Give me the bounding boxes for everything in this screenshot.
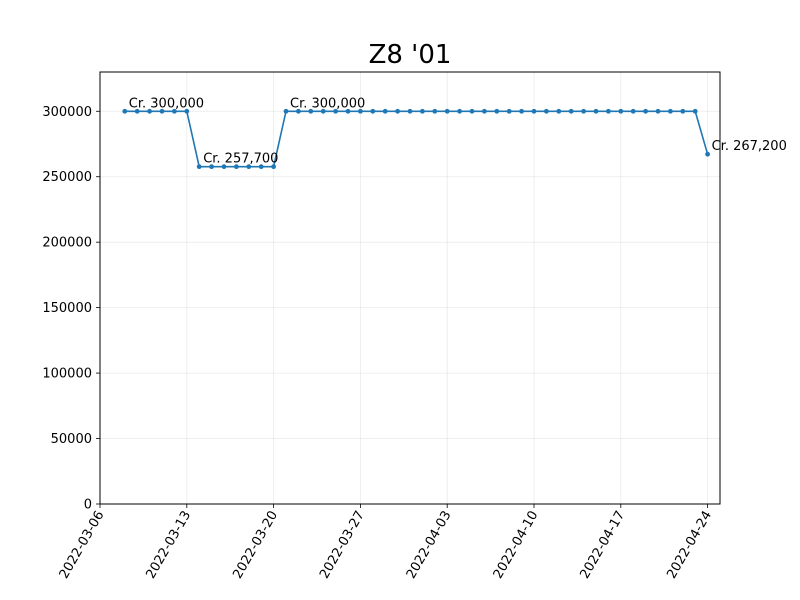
x-tick-label: 2022-04-24: [664, 509, 715, 582]
x-tick-label: 2022-04-17: [577, 509, 628, 582]
data-point: [643, 108, 648, 114]
data-point: [469, 108, 475, 114]
y-tick-label: 250000: [42, 170, 92, 185]
data-point: [370, 108, 376, 114]
y-tick-label: 0: [84, 498, 92, 513]
x-tick-label: 2022-04-03: [404, 509, 455, 582]
chart-title: Z8 '01: [369, 40, 452, 70]
x-tick-label: 2022-03-06: [57, 509, 108, 582]
data-point: [556, 108, 562, 114]
data-point: [196, 164, 202, 170]
data-point: [680, 108, 686, 114]
x-axis: 2022-03-06 2022-03-13 2022-03-20 2022-03-27…: [57, 504, 715, 581]
data-point: [655, 108, 661, 114]
data-point: [296, 108, 301, 114]
point-annotation: Cr. 300,000: [129, 96, 204, 111]
data-point: [258, 164, 264, 170]
data-point: [444, 108, 450, 114]
data-point: [308, 108, 314, 114]
y-tick-label: 50000: [51, 432, 92, 447]
data-point: [271, 164, 276, 170]
data-point: [506, 108, 512, 114]
data-point: [531, 108, 537, 114]
data-point: [420, 108, 425, 114]
data-point: [705, 151, 710, 157]
data-point: [122, 108, 128, 114]
y-axis: 0 50000 100000 150000 200000 250000 300000: [42, 105, 100, 513]
data-point: [172, 108, 177, 114]
point-annotation: Cr. 257,700: [203, 152, 278, 167]
data-point: [593, 108, 599, 114]
x-tick-label: 2022-03-20: [230, 509, 281, 582]
data-point: [320, 108, 326, 114]
data-point: [382, 108, 388, 114]
data-point: [147, 108, 153, 114]
data-point: [568, 108, 574, 114]
data-point: [494, 108, 500, 114]
annotations: Cr. 300,000 Cr. 257,700 Cr. 300,000 Cr. 267…: [129, 96, 787, 166]
data-point: [159, 108, 165, 114]
data-point: [668, 108, 673, 114]
y-tick-label: 150000: [42, 301, 92, 316]
point-annotation: Cr. 267,200: [712, 139, 787, 154]
x-tick-label: 2022-04-10: [491, 509, 542, 582]
data-point: [407, 108, 413, 114]
data-point: [221, 164, 227, 170]
point-annotation: Cr. 300,000: [290, 96, 365, 111]
data-point: [457, 108, 462, 114]
data-point: [283, 108, 289, 114]
data-point: [358, 108, 363, 114]
data-point: [519, 108, 524, 114]
data-point: [606, 108, 611, 114]
data-point: [630, 108, 636, 114]
data-point: [134, 108, 140, 114]
plot-frame: [99, 71, 721, 505]
data-point: [184, 108, 190, 114]
data-points: [122, 108, 710, 170]
y-tick-label: 300000: [42, 105, 92, 120]
y-tick-label: 100000: [42, 367, 92, 382]
data-point: [234, 164, 239, 170]
data-point: [432, 108, 438, 114]
data-point: [618, 108, 624, 114]
data-point: [544, 108, 549, 114]
grid-layer: [99, 72, 720, 505]
data-point: [692, 108, 698, 114]
y-tick-label: 200000: [42, 236, 92, 251]
data-point: [581, 108, 586, 114]
data-point: [482, 108, 487, 114]
data-point: [333, 108, 338, 114]
data-point: [345, 108, 351, 114]
data-point: [209, 164, 215, 170]
x-tick-label: 2022-03-27: [317, 509, 368, 582]
x-tick-label: 2022-03-13: [143, 509, 194, 582]
data-point: [395, 108, 400, 114]
data-point: [246, 164, 252, 170]
